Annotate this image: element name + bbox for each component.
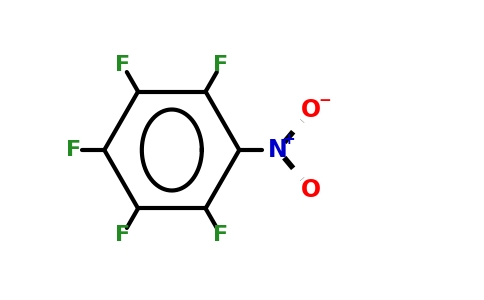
Text: F: F	[115, 225, 130, 245]
Text: O: O	[301, 178, 321, 202]
Text: F: F	[115, 55, 130, 75]
Text: O: O	[301, 98, 321, 122]
Text: −: −	[319, 93, 332, 108]
Text: +: +	[283, 133, 295, 148]
Text: F: F	[66, 140, 81, 160]
Text: N: N	[268, 138, 287, 162]
Text: F: F	[213, 55, 228, 75]
Text: F: F	[213, 225, 228, 245]
